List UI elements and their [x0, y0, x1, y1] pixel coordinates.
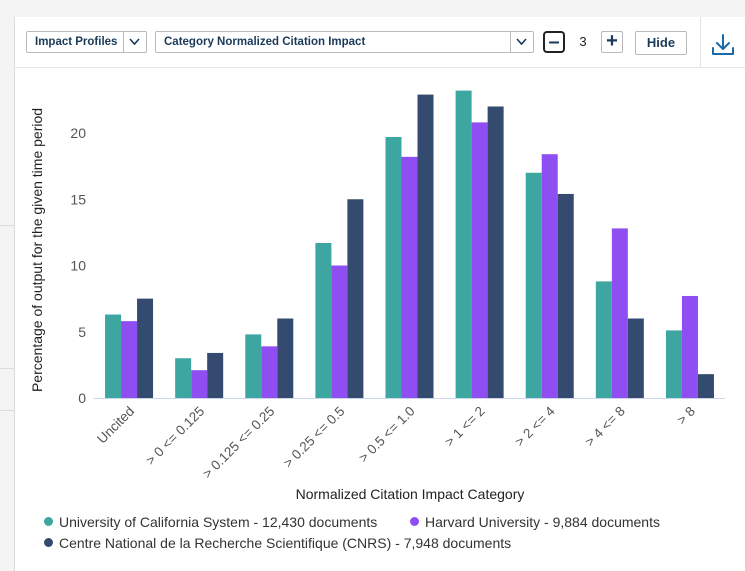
increase-button[interactable]: +: [601, 30, 623, 53]
y-axis-label: Percentage of output for the given time …: [29, 108, 45, 392]
bar[interactable]: [525, 172, 542, 398]
y-tick-label: 0: [78, 390, 86, 406]
stepper-value[interactable]: 3: [579, 34, 587, 49]
minus-icon: –: [548, 31, 560, 53]
x-tick-label: Uncited: [94, 404, 137, 447]
legend-label: University of California System - 12,430…: [59, 514, 378, 530]
profile-select[interactable]: Impact Profiles: [26, 31, 147, 53]
toolbar-divider: [700, 17, 701, 67]
x-tick-label: > 0 <= 0.125: [143, 404, 207, 468]
y-tick-label: 15: [70, 191, 86, 207]
legend-swatch: [44, 538, 53, 547]
legend-item[interactable]: Centre National de la Recherche Scientif…: [44, 535, 511, 551]
bar[interactable]: [487, 106, 504, 399]
x-tick-label: > 1 <= 2: [442, 404, 488, 450]
bar[interactable]: [261, 346, 278, 398]
legend-item[interactable]: University of California System - 12,430…: [44, 514, 377, 530]
x-tick-label: > 0.5 <= 1.0: [356, 404, 418, 466]
hide-button[interactable]: Hide: [635, 31, 687, 55]
bar[interactable]: [541, 154, 558, 398]
legend-label: Centre National de la Recherche Scientif…: [59, 535, 512, 551]
bar[interactable]: [557, 193, 574, 398]
bar[interactable]: [595, 281, 612, 398]
x-tick-label: > 8: [674, 404, 698, 428]
x-tick-label: > 4 <= 8: [582, 404, 628, 450]
chart-panel: Impact Profiles Category Normalized Cita…: [14, 17, 745, 571]
download-icon: [712, 34, 734, 55]
bar[interactable]: [471, 122, 488, 399]
x-axis-label: Normalized Citation Impact Category: [296, 486, 525, 502]
bar[interactable]: [277, 318, 294, 399]
bar[interactable]: [401, 156, 418, 398]
bar[interactable]: [331, 265, 348, 399]
y-tick-label: 10: [70, 258, 86, 274]
bar[interactable]: [105, 314, 122, 398]
x-tick-label: > 2 <= 4: [512, 403, 558, 449]
bar[interactable]: [347, 199, 364, 398]
bar[interactable]: [191, 370, 208, 398]
bar[interactable]: [175, 358, 192, 398]
legend-label: Harvard University - 9,884 documents: [425, 514, 660, 530]
legend-item[interactable]: Harvard University - 9,884 documents: [410, 514, 660, 530]
bar[interactable]: [417, 94, 434, 398]
bar[interactable]: [455, 90, 472, 398]
bar[interactable]: [207, 352, 224, 398]
bar[interactable]: [681, 295, 698, 398]
x-tick-label: > 0.125 <= 0.25: [200, 404, 278, 482]
x-tick-label: > 0.25 <= 0.5: [280, 404, 347, 471]
chevron-down-icon: [510, 32, 533, 52]
legend-swatch: [410, 517, 419, 526]
bar[interactable]: [385, 136, 402, 398]
plus-icon: +: [606, 30, 618, 52]
left-strip: [0, 0, 14, 571]
profile-select-label: Impact Profiles: [35, 36, 118, 48]
download-button[interactable]: [709, 31, 737, 59]
bar[interactable]: [137, 298, 154, 398]
bar[interactable]: [697, 374, 714, 398]
bar[interactable]: [315, 242, 332, 398]
legend-swatch: [44, 517, 53, 526]
indicator-select[interactable]: Category Normalized Citation Impact: [155, 31, 534, 53]
count-stepper: – 3 +: [543, 30, 627, 55]
decrease-button[interactable]: –: [543, 31, 565, 53]
indicator-select-label: Category Normalized Citation Impact: [164, 36, 366, 48]
chevron-down-icon: [123, 32, 146, 52]
bar[interactable]: [665, 330, 682, 398]
chart-toolbar: Impact Profiles Category Normalized Cita…: [15, 17, 745, 68]
bar[interactable]: [245, 334, 262, 398]
y-tick-label: 5: [78, 324, 86, 340]
y-tick-label: 20: [70, 125, 86, 141]
bar[interactable]: [611, 228, 628, 398]
bar[interactable]: [627, 318, 644, 399]
bar[interactable]: [121, 321, 138, 398]
